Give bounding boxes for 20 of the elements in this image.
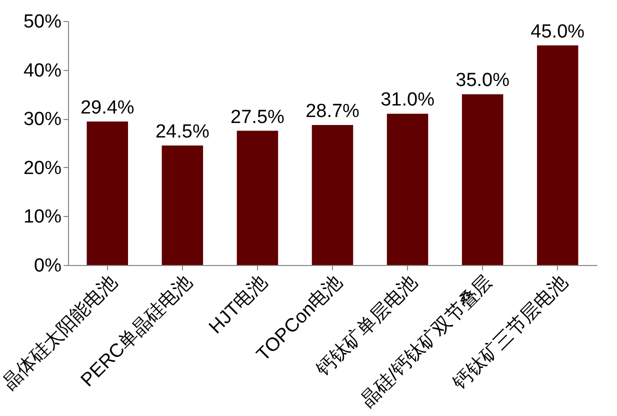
data-label: 24.5%: [155, 121, 210, 142]
data-label: 29.4%: [80, 98, 134, 119]
y-tick-label: 30%: [23, 109, 62, 130]
bar: [162, 145, 204, 265]
y-tick-label: 50%: [23, 12, 62, 32]
bar: [86, 122, 128, 265]
y-tick-label: 0%: [34, 256, 62, 276]
data-label: 28.7%: [306, 100, 360, 122]
data-label: 31.0%: [380, 90, 435, 111]
y-tick-label: 20%: [23, 158, 62, 179]
bar: [536, 45, 578, 265]
bar: [462, 94, 504, 265]
data-label: 27.5%: [230, 106, 285, 128]
y-tick-label: 10%: [23, 206, 62, 228]
bar: [386, 114, 428, 265]
bar: [236, 130, 278, 265]
y-tick-label: 40%: [23, 60, 62, 82]
data-label: 35.0%: [456, 70, 510, 92]
data-label: 45.0%: [530, 21, 585, 42]
bar: [312, 124, 354, 265]
